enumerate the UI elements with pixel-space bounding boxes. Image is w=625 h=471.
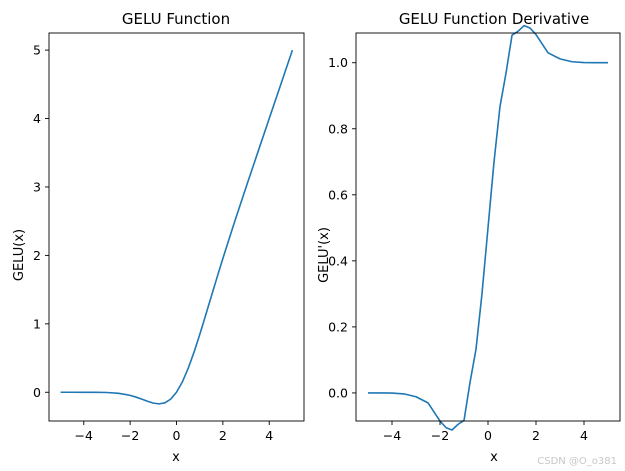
y-tick-label: 0.8 [328, 121, 348, 136]
y-tick-label: 2 [33, 248, 41, 263]
y-axis-label: GELU'(x) [317, 227, 332, 283]
y-tick-label: 3 [33, 179, 41, 194]
series-line [60, 49, 294, 405]
y-tick-label: 0.0 [328, 385, 348, 400]
y-tick-label: 0.6 [328, 187, 348, 202]
x-tick-label: −2 [431, 428, 449, 443]
x-axis-label: x [172, 450, 180, 465]
y-tick-label: 4 [33, 111, 41, 126]
y-tick-label: 5 [33, 43, 41, 58]
x-tick-label: 2 [532, 428, 540, 443]
x-tick-label: −4 [383, 428, 401, 443]
x-tick-label: 4 [265, 428, 273, 443]
gelu-chart: GELU Function x GELU(x) −4 −2 0 2 4 0 1 2 3 4 5 [12, 10, 305, 465]
x-tick-label: −2 [121, 428, 139, 443]
gelu-derivative-chart: GELU Function Derivative x GELU'(x) −4 −2… [317, 10, 621, 465]
x-tick-label: −4 [75, 428, 93, 443]
y-axis-label: GELU(x) [12, 229, 27, 281]
x-tick-label: 0 [484, 428, 492, 443]
y-tick-label: 0.4 [328, 253, 348, 268]
y-tick-label: 1.0 [328, 55, 348, 70]
y-tick-label: 0.2 [328, 319, 348, 334]
series-line [368, 24, 608, 431]
x-tick-label: 2 [219, 428, 227, 443]
plot-frame [48, 32, 305, 422]
watermark: CSDN @O_o381 [537, 456, 617, 467]
y-tick-label: 1 [33, 316, 41, 331]
y-tick-label: 0 [33, 385, 41, 400]
x-axis-label: x [490, 450, 498, 465]
x-tick-label: 4 [580, 428, 588, 443]
x-tick-label: 0 [173, 428, 181, 443]
chart-title: GELU Function Derivative [399, 10, 589, 28]
chart-title: GELU Function [122, 10, 230, 28]
